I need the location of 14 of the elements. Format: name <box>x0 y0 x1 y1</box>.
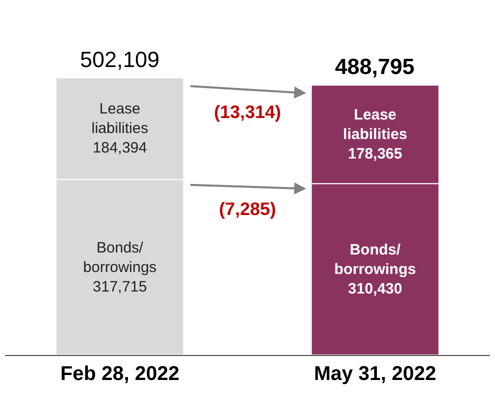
text: Bonds/ borrowings <box>83 239 157 276</box>
text: Lease liabilities <box>92 100 148 138</box>
data-label: 310,430 <box>348 280 402 298</box>
data-label: 178,365 <box>348 145 402 162</box>
data-label: 317,715 <box>92 278 147 296</box>
x-tick-label: Feb 28, 2022 <box>60 363 180 385</box>
series-label: Bonds/ borrowings <box>334 241 416 278</box>
annotation: (13,314) <box>214 102 282 122</box>
total-label: 488,795 <box>335 54 415 79</box>
series-label: Lease liabilities <box>343 106 408 143</box>
data-label: 184,394 <box>92 140 147 157</box>
annotation: (7,285) <box>219 199 276 219</box>
x-tick-label: May 31, 2022 <box>314 363 436 385</box>
total-label: 502,109 <box>80 47 160 72</box>
